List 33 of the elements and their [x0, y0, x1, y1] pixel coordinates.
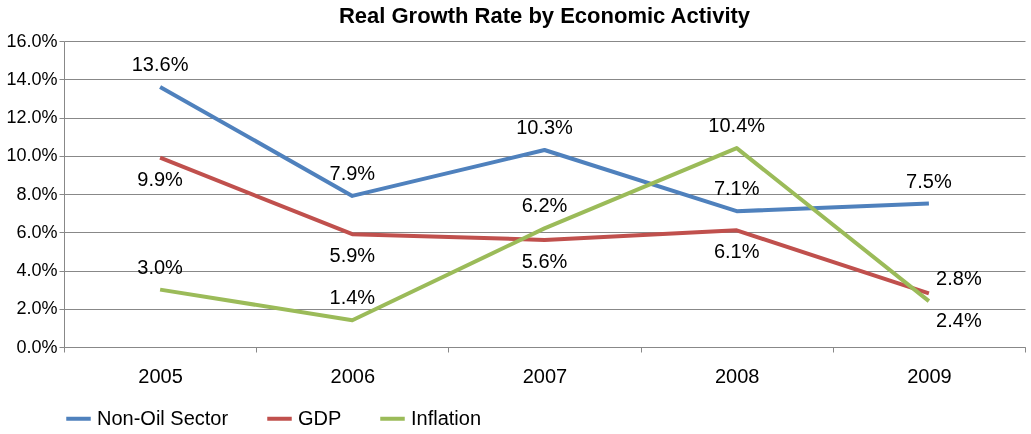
legend-label: Non-Oil Sector	[97, 406, 229, 429]
y-tick-label: 6.0%	[16, 221, 58, 242]
data-label: 6.2%	[521, 194, 568, 217]
data-label: 5.9%	[329, 244, 376, 267]
legend-label: Inflation	[411, 406, 482, 429]
y-tick-label: 10.0%	[6, 145, 58, 166]
y-tick-label: 8.0%	[16, 183, 58, 204]
data-label: 2.4%	[936, 309, 982, 332]
data-label: 10.4%	[708, 114, 766, 137]
x-tick-label: 2009	[907, 364, 952, 387]
y-tick-label: 12.0%	[6, 107, 58, 127]
data-label: 13.6%	[131, 52, 189, 75]
data-label: 9.9%	[137, 167, 184, 190]
y-tick-label: 2.0%	[16, 298, 58, 319]
y-tick-label: 16.0%	[6, 30, 58, 51]
data-label: 7.5%	[906, 169, 952, 192]
data-label: 7.9%	[329, 161, 376, 184]
legend-label: GDP	[298, 406, 342, 429]
data-label: 5.6%	[521, 249, 568, 272]
y-tick-label: 4.0%	[16, 260, 58, 280]
chart-title: Real Growth Rate by Economic Activity	[338, 3, 751, 28]
data-label: 10.3%	[516, 116, 574, 139]
x-tick-label: 2006	[330, 364, 376, 387]
x-tick-label: 2008	[714, 364, 760, 387]
x-tick-label: 2005	[138, 364, 183, 387]
data-label: 3.0%	[137, 255, 184, 278]
data-label: 2.8%	[936, 267, 982, 290]
y-tick-label: 14.0%	[6, 68, 58, 89]
x-tick-label: 2007	[522, 364, 568, 387]
data-label: 7.1%	[713, 177, 760, 200]
data-label: 6.1%	[713, 240, 760, 263]
data-label: 1.4%	[329, 286, 376, 309]
y-tick-label: 0.0%	[16, 336, 58, 357]
